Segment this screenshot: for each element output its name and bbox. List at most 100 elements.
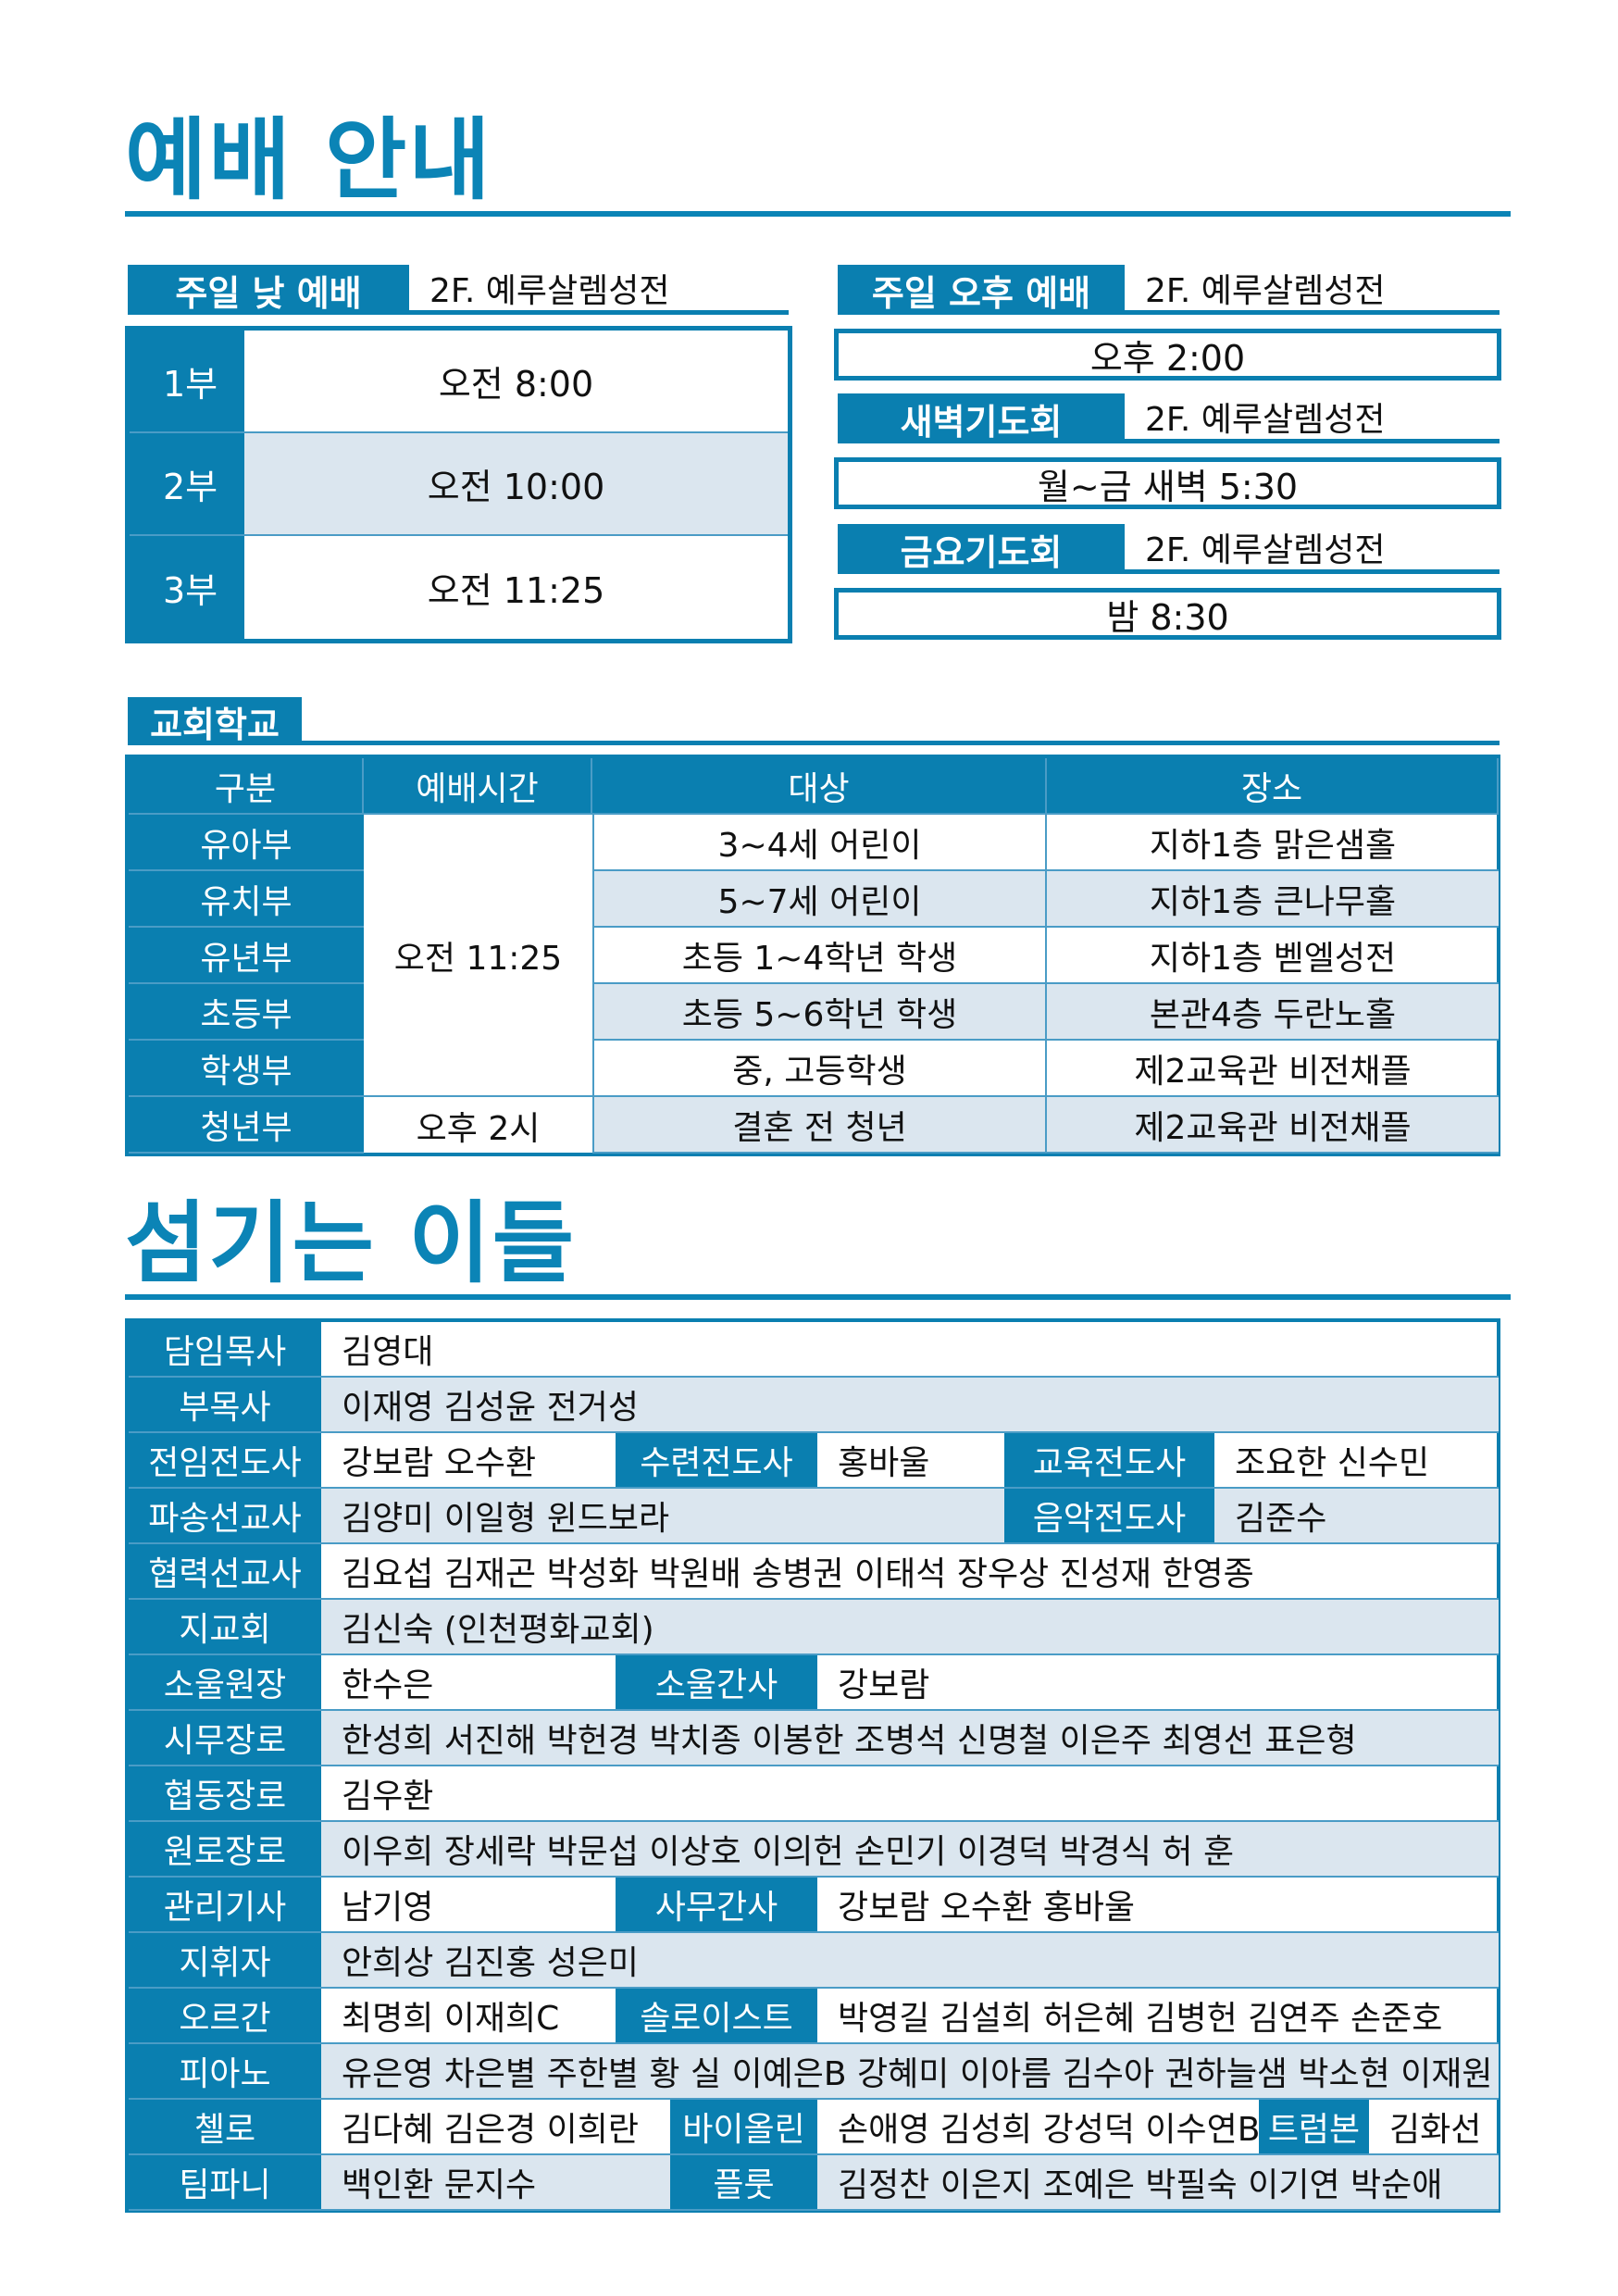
- role-label: 솔로이스트: [616, 1989, 817, 2044]
- friday-prayer-label: 금요기도회: [838, 524, 1125, 574]
- role-label: 협력선교사: [129, 1544, 321, 1600]
- names: 남기영: [321, 1878, 616, 1933]
- names: 이우희 장세락 박문섭 이상호 이의헌 손민기 이경덕 박경식 허 훈: [321, 1822, 1499, 1878]
- sunday-morning-label: 주일 낮 예배: [128, 265, 409, 315]
- service-time: 오전 8:00: [244, 331, 788, 433]
- location: 제2교육관 비전채플: [1047, 1041, 1499, 1097]
- names: 강보람: [817, 1655, 1499, 1711]
- column-header: 구분: [129, 758, 364, 815]
- department-name: 청년부: [129, 1097, 364, 1154]
- worship-time: 오후 2시: [416, 1109, 541, 1148]
- names: 이재영 김성윤 전거성: [321, 1378, 1499, 1433]
- service-time: 오전 11:25: [427, 570, 605, 611]
- sunday-afternoon-label: 주일 오후 예배: [838, 265, 1125, 315]
- role-label: 관리기사: [129, 1878, 321, 1933]
- names: 박영길 김설희 허은혜 김병헌 김연주 손준호: [817, 1989, 1499, 2044]
- target-audience: 중, 고등학생: [592, 1041, 1047, 1097]
- role-label: 원로장로: [129, 1822, 321, 1878]
- names: 손애영 김성희 강성덕 이수연B: [817, 2100, 1259, 2155]
- column-header: 대상: [592, 758, 1047, 815]
- role-label: 팀파니: [129, 2155, 321, 2211]
- department-name: 초등부: [129, 984, 364, 1041]
- role-label: 플룻: [670, 2155, 817, 2211]
- location: 지하1층 벧엘성전: [1047, 928, 1499, 984]
- names: 강보람 오수환 홍바울: [817, 1878, 1499, 1933]
- part-label: 3부: [130, 536, 244, 639]
- target-audience: 초등 1~4학년 학생: [592, 928, 1047, 984]
- role-label: 음악전도사: [1004, 1489, 1214, 1544]
- dawn-prayer-time: 월~금 새벽 5:30: [834, 457, 1501, 509]
- role-label: 트럼본: [1259, 2100, 1369, 2155]
- role-label: 소울간사: [616, 1655, 817, 1711]
- names: 김화선: [1369, 2100, 1499, 2155]
- names: 김영대: [321, 1322, 1499, 1378]
- location: 본관4층 두란노홀: [1047, 984, 1499, 1041]
- service-time: 오전 10:00: [244, 433, 788, 536]
- role-label: 시무장로: [129, 1711, 321, 1766]
- role-label: 수련전도사: [616, 1433, 817, 1489]
- location: 지하1층 맑은샘홀: [1047, 815, 1499, 871]
- department-name: 학생부: [129, 1041, 364, 1097]
- names: 김우환: [321, 1766, 1499, 1822]
- role-label: 지휘자: [129, 1933, 321, 1989]
- divider: [125, 211, 1511, 217]
- names: 안희상 김진홍 성은미: [321, 1933, 1499, 1989]
- sunday-afternoon-location: 2F. 예루살렘성전: [1125, 265, 1500, 315]
- part-label: 2부: [130, 433, 244, 536]
- role-label: 담임목사: [129, 1322, 321, 1378]
- target-audience: 초등 5~6학년 학생: [592, 984, 1047, 1041]
- names: 유은영 차은별 주한별 황 실 이예은B 강혜미 이아름 김수아 권하늘샘 박소…: [321, 2044, 1499, 2100]
- names: 최명희 이재희C: [321, 1989, 616, 2044]
- divider: [302, 741, 1500, 745]
- names: 김양미 이일형 윈드보라: [321, 1489, 1004, 1544]
- role-label: 바이올린: [670, 2100, 817, 2155]
- role-label: 지교회: [129, 1600, 321, 1655]
- names: 한수은: [321, 1655, 616, 1711]
- church-school-table: 구분 예배시간 대상 장소 유아부 3~4세 어린이 지하1층 맑은샘홀 유치부 5~7세 어린…: [125, 755, 1500, 1156]
- staff-table: 담임목사 김영대 부목사 이재영 김성윤 전거성 전임전도사 강보람 오수환 수련전도사 홍바…: [125, 1318, 1500, 2213]
- role-label: 사무간사: [616, 1878, 817, 1933]
- department-name: 유년부: [129, 928, 364, 984]
- role-label: 첼로: [129, 2100, 321, 2155]
- names: 김다혜 김은경 이희란: [321, 2100, 670, 2155]
- names: 김요섭 김재곤 박성화 박원배 송병권 이태석 장우상 진성재 한영종: [321, 1544, 1499, 1600]
- sunday-morning-location: 2F. 예루살렘성전: [409, 265, 789, 315]
- names: 백인환 문지수: [321, 2155, 670, 2211]
- dawn-prayer-location: 2F. 예루살렘성전: [1125, 393, 1500, 443]
- names: 홍바울: [817, 1433, 1004, 1489]
- worship-title: 예배 안내: [125, 108, 492, 212]
- location: 제2교육관 비전채플: [1047, 1097, 1499, 1154]
- role-label: 부목사: [129, 1378, 321, 1433]
- column-header: 장소: [1047, 758, 1499, 815]
- friday-prayer-time: 밤 8:30: [834, 588, 1501, 640]
- role-label: 소울원장: [129, 1655, 321, 1711]
- divider: [125, 1294, 1511, 1300]
- department-name: 유치부: [129, 871, 364, 928]
- department-name: 유아부: [129, 815, 364, 871]
- location: 지하1층 큰나무홀: [1047, 871, 1499, 928]
- names: 김정찬 이은지 조예은 박필숙 이기연 박순애: [817, 2155, 1499, 2211]
- names: 김신숙 (인천평화교회): [321, 1600, 1499, 1655]
- dawn-prayer-label: 새벽기도회: [838, 393, 1125, 443]
- target-audience: 결혼 전 청년: [592, 1097, 1047, 1154]
- part-label: 1부: [130, 331, 244, 433]
- friday-prayer-location: 2F. 예루살렘성전: [1125, 524, 1500, 574]
- worship-time: 오전 11:25: [364, 815, 592, 1097]
- names: 조요한 신수민: [1214, 1433, 1499, 1489]
- church-school-label: 교회학교: [128, 697, 302, 745]
- role-label: 오르간: [129, 1989, 321, 2044]
- role-label: 전임전도사: [129, 1433, 321, 1489]
- role-label: 협동장로: [129, 1766, 321, 1822]
- names: 강보람 오수환: [321, 1433, 616, 1489]
- sunday-morning-table: 1부 오전 8:00 2부 오전 10:00 3부 오전 11:25: [125, 326, 792, 643]
- staff-title: 섬기는 이들: [125, 1192, 577, 1295]
- names: 한성희 서진해 박헌경 박치종 이봉한 조병석 신명철 이은주 최영선 표은형: [321, 1711, 1499, 1766]
- target-audience: 5~7세 어린이: [592, 871, 1047, 928]
- role-label: 교육전도사: [1004, 1433, 1214, 1489]
- target-audience: 3~4세 어린이: [592, 815, 1047, 871]
- sunday-afternoon-time: 오후 2:00: [834, 329, 1501, 381]
- names: 김준수: [1214, 1489, 1499, 1544]
- role-label: 피아노: [129, 2044, 321, 2100]
- role-label: 파송선교사: [129, 1489, 321, 1544]
